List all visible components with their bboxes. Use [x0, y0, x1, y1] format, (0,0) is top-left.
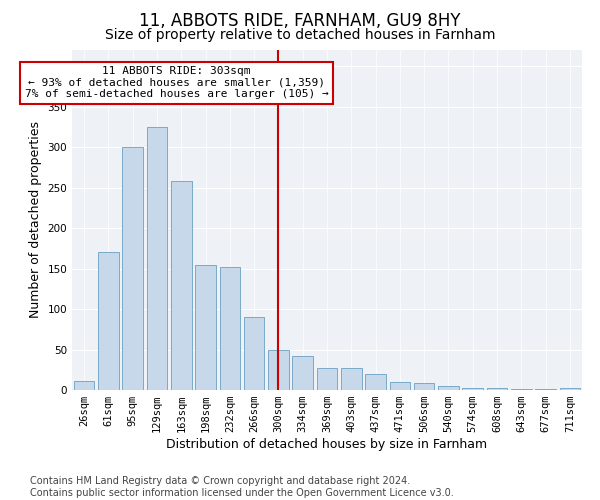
Bar: [389, 382, 410, 390]
Bar: [122, 147, 143, 390]
Bar: [244, 317, 265, 390]
Bar: [220, 267, 240, 390]
Bar: [365, 374, 386, 390]
Bar: [414, 382, 434, 390]
Bar: [463, 388, 483, 390]
Text: Size of property relative to detached houses in Farnham: Size of property relative to detached ho…: [105, 28, 495, 42]
Bar: [171, 181, 191, 390]
Text: 11, ABBOTS RIDE, FARNHAM, GU9 8HY: 11, ABBOTS RIDE, FARNHAM, GU9 8HY: [139, 12, 461, 30]
Bar: [292, 356, 313, 390]
Text: Contains HM Land Registry data © Crown copyright and database right 2024.
Contai: Contains HM Land Registry data © Crown c…: [30, 476, 454, 498]
Bar: [317, 368, 337, 390]
Bar: [268, 350, 289, 390]
Bar: [195, 264, 216, 390]
Bar: [341, 368, 362, 390]
Bar: [438, 386, 459, 390]
Y-axis label: Number of detached properties: Number of detached properties: [29, 122, 42, 318]
Bar: [560, 388, 580, 390]
Bar: [487, 388, 508, 390]
Bar: [535, 389, 556, 390]
Bar: [74, 381, 94, 390]
X-axis label: Distribution of detached houses by size in Farnham: Distribution of detached houses by size …: [166, 438, 488, 451]
Bar: [98, 252, 119, 390]
Text: 11 ABBOTS RIDE: 303sqm
← 93% of detached houses are smaller (1,359)
7% of semi-d: 11 ABBOTS RIDE: 303sqm ← 93% of detached…: [25, 66, 328, 100]
Bar: [511, 389, 532, 390]
Bar: [146, 127, 167, 390]
